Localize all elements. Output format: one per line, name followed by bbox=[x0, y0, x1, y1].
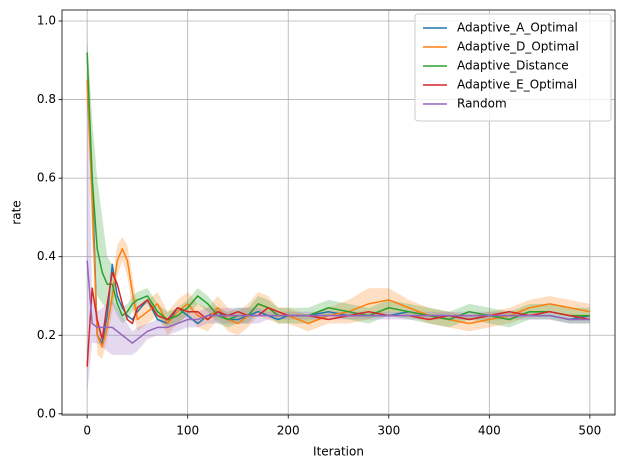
error-band bbox=[87, 36, 590, 328]
x-tick-label: 100 bbox=[176, 424, 199, 438]
error-band bbox=[87, 60, 590, 359]
line-series bbox=[86, 271, 591, 367]
plot-frame bbox=[61, 9, 616, 416]
y-tick-label: 0.0 bbox=[37, 406, 56, 420]
x-tick-label: 500 bbox=[578, 424, 601, 438]
bands bbox=[87, 36, 590, 395]
y-tick-label: 0.6 bbox=[37, 171, 56, 185]
y-axis-label: rate bbox=[10, 200, 24, 224]
legend-box bbox=[414, 13, 612, 122]
x-axis-label: Iteration bbox=[313, 445, 364, 459]
legend-label: Adaptive_D_Optimal bbox=[457, 40, 579, 54]
legend-label: Adaptive_E_Optimal bbox=[457, 78, 577, 92]
line-series bbox=[86, 79, 591, 348]
y-tick-label: 1.0 bbox=[37, 13, 56, 27]
line-series bbox=[86, 260, 590, 344]
legend-label: Adaptive_Distance bbox=[457, 59, 569, 73]
x-tick-label: 0 bbox=[83, 424, 91, 438]
y-tick-label: 0.8 bbox=[37, 92, 56, 106]
x-tick-label: 200 bbox=[277, 424, 300, 438]
lines bbox=[86, 52, 591, 367]
legend-label: Random bbox=[457, 97, 507, 111]
x-tick-label: 300 bbox=[377, 424, 400, 438]
legend-label: Adaptive_A_Optimal bbox=[457, 21, 578, 35]
y-tick-label: 0.2 bbox=[37, 328, 56, 342]
x-tick-label: 400 bbox=[478, 424, 501, 438]
legend: Adaptive_A_Optimal Adaptive_D_Optimal Adap… bbox=[414, 13, 612, 122]
ticks: 0 100 200 300 400 500 0.0 0.2 0.4 0.6 0.8 1.0 bbox=[37, 13, 601, 437]
y-tick-label: 0.4 bbox=[37, 249, 56, 263]
